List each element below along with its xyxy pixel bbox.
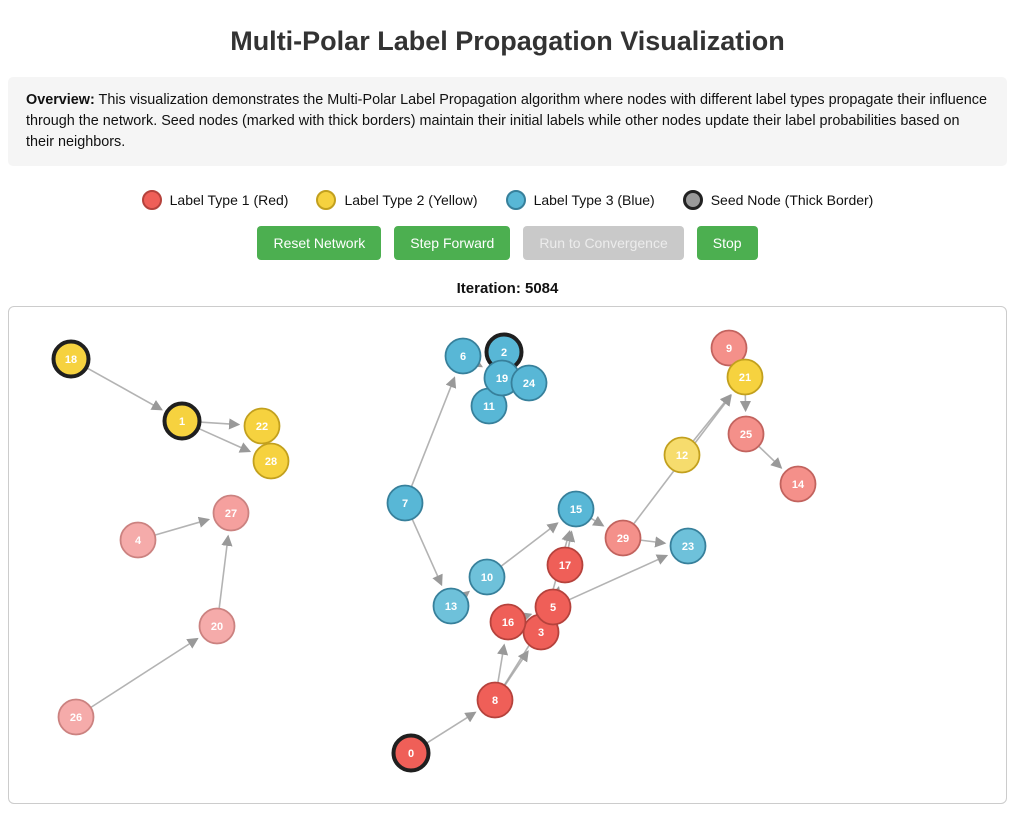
legend-item-seed: Seed Node (Thick Border) [683,190,874,210]
graph-edge-26-20 [91,638,198,707]
graph-edge-5-23 [569,555,667,599]
graph-edge-0-8 [426,712,475,743]
legend-label-seed: Seed Node (Thick Border) [711,192,874,208]
graph-node-27[interactable]: 27 [214,495,249,530]
overview-label: Overview: [26,92,95,108]
graph-edge-15-29 [591,518,603,525]
graph-node-4[interactable]: 4 [121,522,156,557]
graph-node-23[interactable]: 23 [671,528,706,563]
page-title: Multi-Polar Label Propagation Visualizat… [0,26,1015,57]
graph-edge-7-13 [412,519,441,585]
graph-edge-1-22 [199,422,238,424]
graph-edge-25-14 [759,446,781,468]
graph-node-12[interactable]: 12 [665,437,700,472]
legend-item-red: Label Type 1 (Red) [142,190,289,210]
graph-node-7[interactable]: 7 [388,485,423,520]
seed-node-icon [683,190,703,210]
iteration-label: Iteration: [457,280,521,297]
nodes-layer: 0123456789101112131415161718192021222324… [54,330,816,770]
blue-node-icon [506,190,526,210]
graph-node-18[interactable]: 18 [54,341,89,376]
graph-node-25[interactable]: 25 [729,416,764,451]
run-to-convergence-button[interactable]: Run to Convergence [523,226,683,260]
graph-node-14[interactable]: 14 [781,466,816,501]
graph-node-8[interactable]: 8 [478,682,513,717]
graph-node-13[interactable]: 13 [434,588,469,623]
graph-edge-12-21 [693,395,730,441]
yellow-node-icon [316,190,336,210]
step-forward-button[interactable]: Step Forward [394,226,510,260]
graph-edge-29-23 [640,540,664,543]
graph-edge-16-5 [525,614,531,616]
graph-node-0[interactable]: 0 [394,735,429,770]
red-node-icon [142,190,162,210]
graph-edge-18-1 [86,367,161,409]
graph-node-6[interactable]: 6 [446,338,481,373]
graph-node-15[interactable]: 15 [559,491,594,526]
graph-node-16[interactable]: 16 [491,604,526,639]
network-svg[interactable]: 0123456789101112131415161718192021222324… [9,307,1006,803]
overview-panel: Overview: This visualization demonstrate… [8,77,1007,166]
graph-node-28[interactable]: 28 [254,443,289,478]
graph-edge-8-16 [498,645,504,683]
legend-label-red: Label Type 1 (Red) [170,192,289,208]
graph-edge-8-3 [505,651,528,685]
graph-edge-4-27 [155,519,209,535]
stop-button[interactable]: Stop [697,226,758,260]
reset-network-button[interactable]: Reset Network [257,226,381,260]
graph-edge-20-27 [219,536,228,608]
graph-node-29[interactable]: 29 [606,520,641,555]
graph-edge-7-6 [411,377,454,486]
graph-node-22[interactable]: 22 [245,408,280,443]
graph-edge-1-28 [198,428,250,451]
iteration-value: 5084 [525,280,558,297]
graph-node-17[interactable]: 17 [548,547,583,582]
overview-text: This visualization demonstrates the Mult… [26,92,987,150]
graph-node-10[interactable]: 10 [470,559,505,594]
graph-node-20[interactable]: 20 [200,608,235,643]
controls-toolbar: Reset Network Step Forward Run to Conver… [0,226,1015,260]
legend-item-blue: Label Type 3 (Blue) [506,190,655,210]
graph-node-26[interactable]: 26 [59,699,94,734]
legend-item-yellow: Label Type 2 (Yellow) [316,190,477,210]
legend-label-blue: Label Type 3 (Blue) [534,192,655,208]
graph-node-1[interactable]: 1 [165,403,200,438]
iteration-counter: Iteration: 5084 [0,280,1015,297]
legend: Label Type 1 (Red) Label Type 2 (Yellow)… [0,190,1015,210]
graph-node-21[interactable]: 21 [728,359,763,394]
app: Multi-Polar Label Propagation Visualizat… [0,26,1015,804]
legend-label-yellow: Label Type 2 (Yellow) [344,192,477,208]
graph-node-24[interactable]: 24 [512,365,547,400]
graph-node-5[interactable]: 5 [536,589,571,624]
